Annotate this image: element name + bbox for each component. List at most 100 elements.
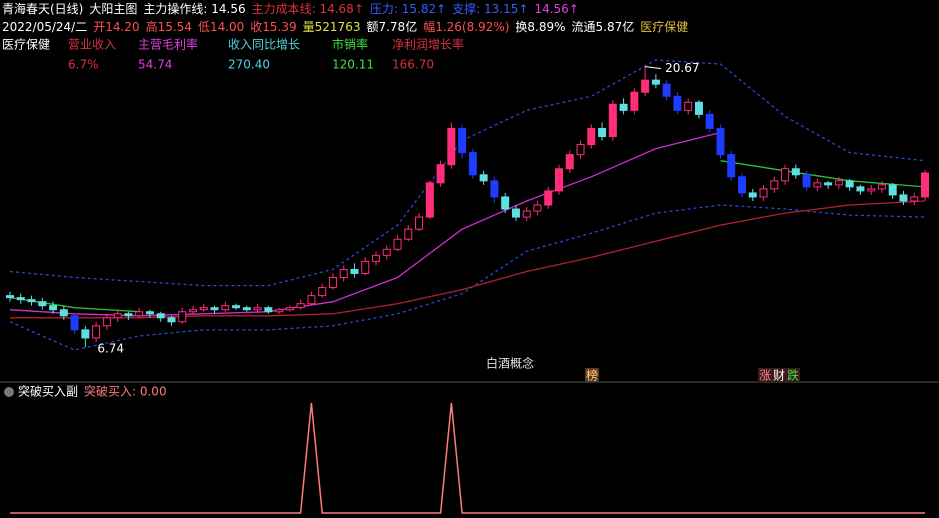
candle-body [705,113,714,129]
candle-body [210,307,219,311]
candle-body [296,303,305,309]
candle-body [802,174,811,188]
candle-body [124,313,133,317]
header-item: 额7.78亿 [366,19,417,34]
low-label: 6.74 [97,342,124,356]
sector-title: 主营毛利率 [138,37,198,52]
header-item: 医疗保健 [640,20,688,34]
header-item: 压力: 15.82↑ [370,2,446,16]
header-item: 低14.00 [198,20,244,34]
candle-body [404,228,413,240]
header-item: 14.56↑ [534,2,578,16]
candle-body [38,301,47,307]
candle-body [899,194,908,202]
header-item: 青海春天(日线) [2,1,83,16]
candle-body [102,317,111,327]
high-label: 20.67 [665,61,699,75]
candle-body [264,307,273,313]
candle-body [275,309,284,313]
candle-body [781,168,790,182]
candle-body [113,313,122,319]
tag-bg [585,368,599,382]
high-pointer [645,66,662,70]
candle-body [834,180,843,186]
tag: 跌 [787,368,799,383]
header-line: 2022/05/24/二 开14.20 高15.54 低14.00 收15.39 量521… [2,19,688,34]
candle-body [468,152,477,176]
header-item: 大阳主图 [89,2,137,16]
sector-value: 6.7% [68,58,99,72]
candle-body [716,127,725,156]
candle-body [81,329,90,339]
header-item: 主力操作线: 14.56 [143,1,245,16]
candle-body [16,297,25,301]
candle-body [156,313,165,319]
sector-title: 收入同比增长 [228,38,300,52]
candle-body [339,268,348,279]
signal-line [10,402,925,514]
header-item: 主力成本线: 14.68↑ [252,2,364,16]
candle-body [684,101,693,111]
candle-body [490,180,499,198]
candle-body [350,268,359,274]
header-item: 换8.89% [515,20,565,34]
candle-body [651,79,660,85]
candle-body [598,127,607,138]
header-item: 高15.54 [146,19,192,34]
candle-body [479,174,488,182]
candle-body [576,144,585,156]
candle-body [447,127,456,166]
candle-body [555,168,563,192]
candle-body [458,127,467,154]
candle-body [813,182,822,188]
candle-body [511,208,520,218]
candle-body [522,210,531,218]
tag: 榜 [586,368,598,383]
sector-value: 54.74 [138,58,172,72]
candle-body [888,184,897,196]
panel-icon [4,387,14,397]
candle-body [587,127,596,146]
sector-title: 净利润增长率 [392,37,464,52]
candle-body [565,154,574,170]
candle-body [221,305,230,311]
candle-body [178,311,187,323]
header-item: 量521763 [303,20,361,34]
header-item: 流通5.87亿 [572,19,635,34]
candle-body [285,307,294,311]
candle-body [867,188,876,192]
candle-body [910,196,919,202]
candle-body [921,172,929,198]
candle-body [770,180,779,190]
header-item: 幅1.26(8.92%) [423,19,509,34]
candle-body [328,277,337,289]
candle-body [630,91,639,111]
header-item: 开14.20 [93,20,139,34]
candle-body [145,311,154,315]
candle-body [393,238,402,250]
candle-body [759,188,768,198]
sector-label: 医疗保健 [2,38,50,52]
candle-body [92,325,101,339]
candle-body [877,184,886,190]
header-item: 收15.39 [250,20,296,34]
signal-title: 突破买入副 [18,384,78,399]
candle-body [189,309,197,313]
sector-title: 市销率 [332,37,368,52]
candle-body [59,309,68,317]
candle-body [372,254,380,262]
candle-body [232,305,241,309]
candle-body [533,204,542,212]
candle-body [748,192,757,198]
candle-body [167,317,176,323]
candle-body [727,154,736,178]
candle-body [6,295,14,299]
candle-body [641,79,650,93]
signal-label: 突破买入: 0.00 [84,384,167,399]
candle-body [694,101,703,115]
candle-body [253,307,262,311]
candle-body [738,176,746,194]
candle-body [544,190,553,206]
